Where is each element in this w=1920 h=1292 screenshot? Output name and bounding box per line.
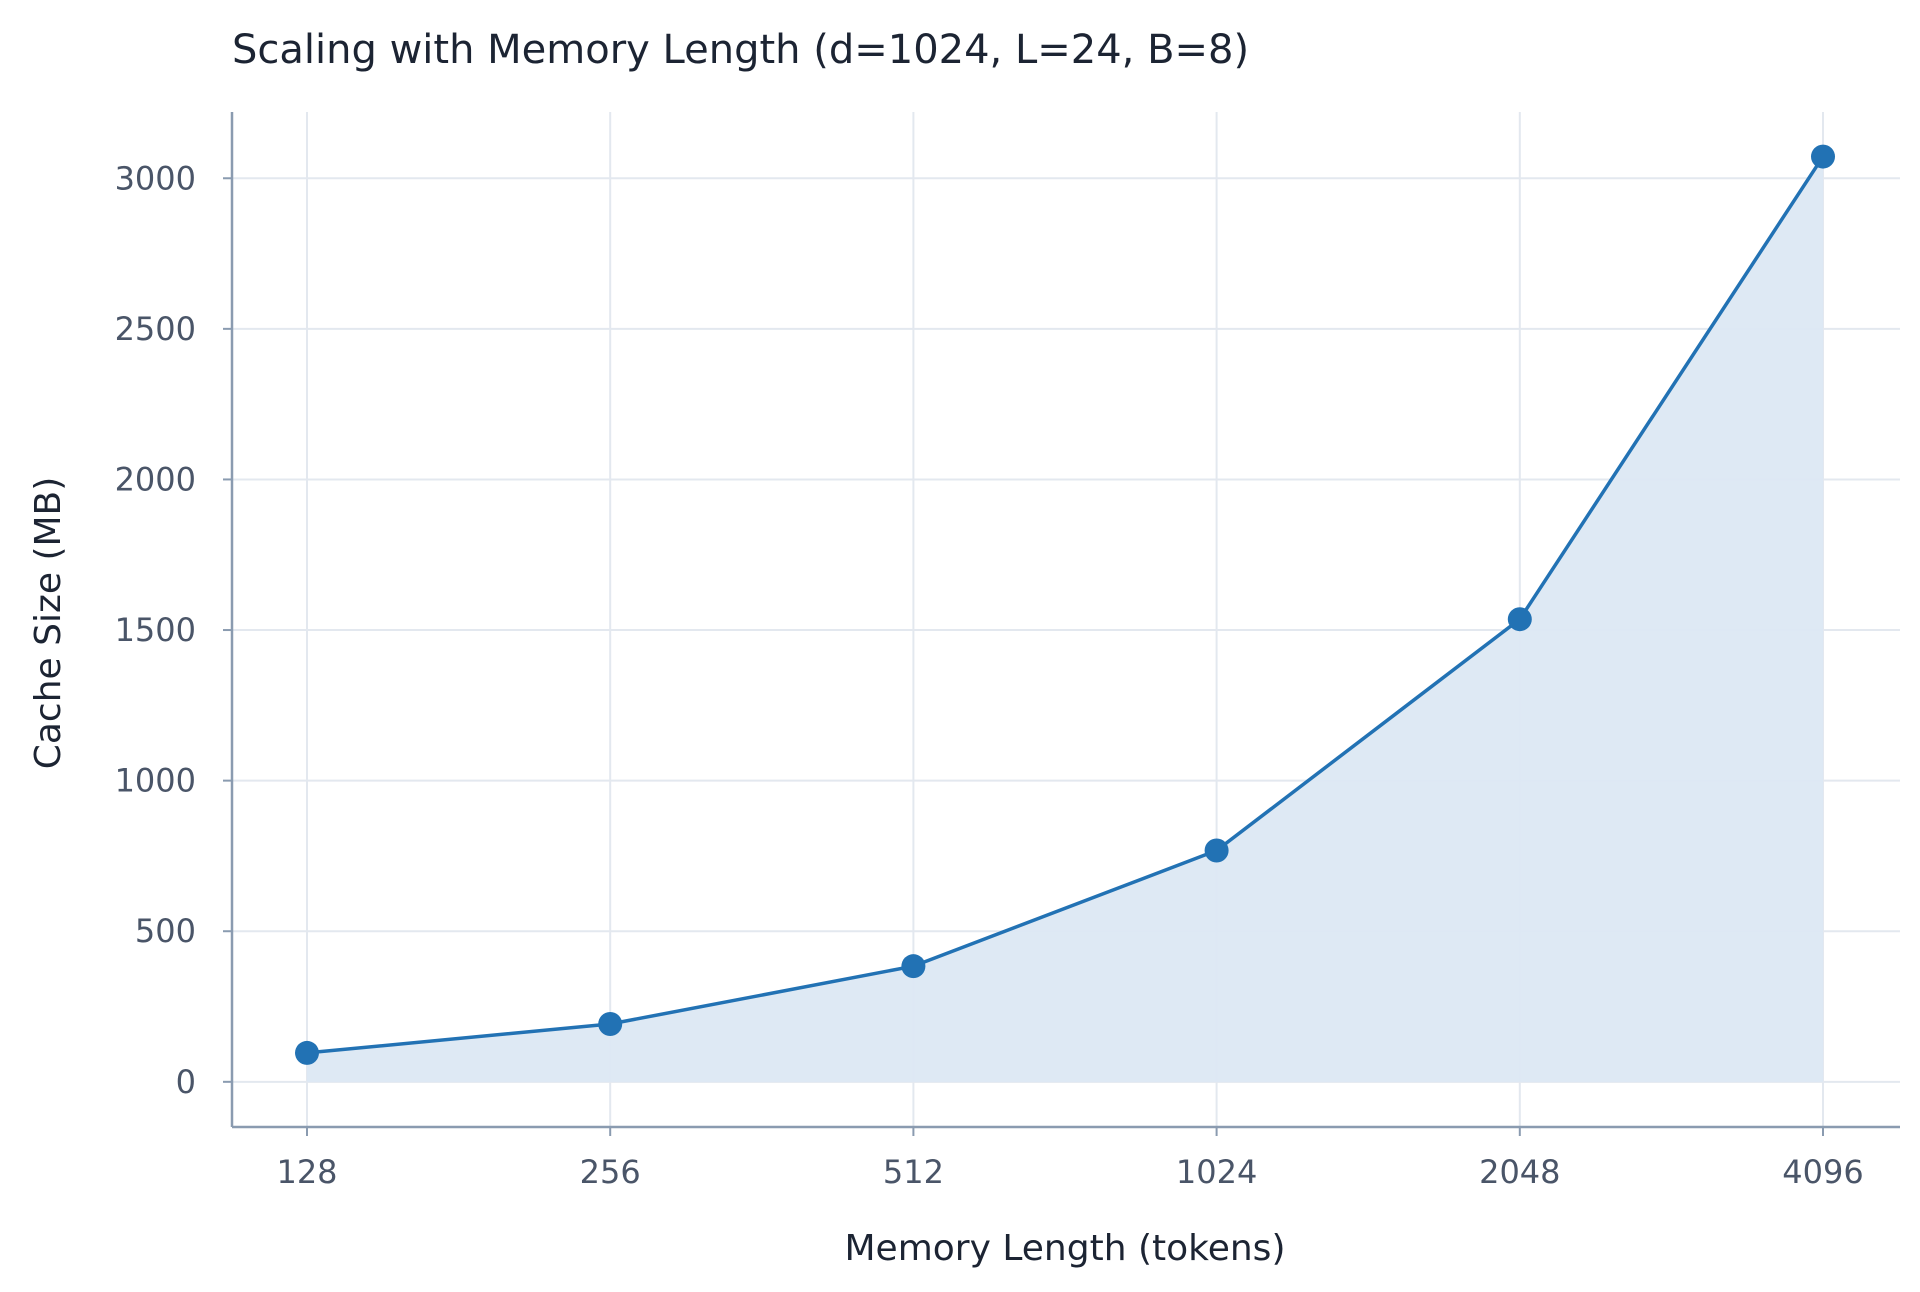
area-fill bbox=[307, 156, 1823, 1082]
y-tick-label: 2500 bbox=[115, 310, 196, 348]
y-tick-label: 500 bbox=[135, 912, 196, 950]
y-tick-label: 1000 bbox=[115, 762, 196, 800]
y-tick-label: 1500 bbox=[115, 611, 196, 649]
chart-title: Scaling with Memory Length (d=1024, L=24… bbox=[232, 27, 1249, 73]
data-point bbox=[598, 1011, 623, 1036]
data-point bbox=[1811, 144, 1835, 169]
y-tick-label: 3000 bbox=[115, 159, 196, 197]
x-tick-label: 512 bbox=[883, 1153, 944, 1191]
data-point bbox=[1204, 838, 1229, 863]
data-point bbox=[295, 1040, 319, 1065]
x-tick-label: 2048 bbox=[1479, 1153, 1560, 1191]
series-line bbox=[306, 155, 1825, 1055]
y-tick-label: 2000 bbox=[115, 460, 196, 498]
y-axis-label: Cache Size (MB) bbox=[28, 477, 69, 770]
data-point bbox=[1507, 607, 1532, 632]
x-tick-label: 1024 bbox=[1176, 1153, 1257, 1191]
x-tick-label: 128 bbox=[276, 1153, 337, 1191]
x-tick-label: 256 bbox=[580, 1153, 641, 1191]
data-point bbox=[901, 954, 926, 979]
y-tick-label: 0 bbox=[176, 1063, 196, 1101]
markers bbox=[295, 144, 1835, 1065]
x-axis-label: Memory Length (tokens) bbox=[845, 1228, 1286, 1269]
x-tick-label: 4096 bbox=[1782, 1153, 1863, 1191]
x-ticks: 128 256 512 1024 2048 4096 bbox=[276, 1127, 1864, 1191]
y-ticks: 0 500 1000 1500 2000 2500 3000 bbox=[115, 159, 232, 1101]
